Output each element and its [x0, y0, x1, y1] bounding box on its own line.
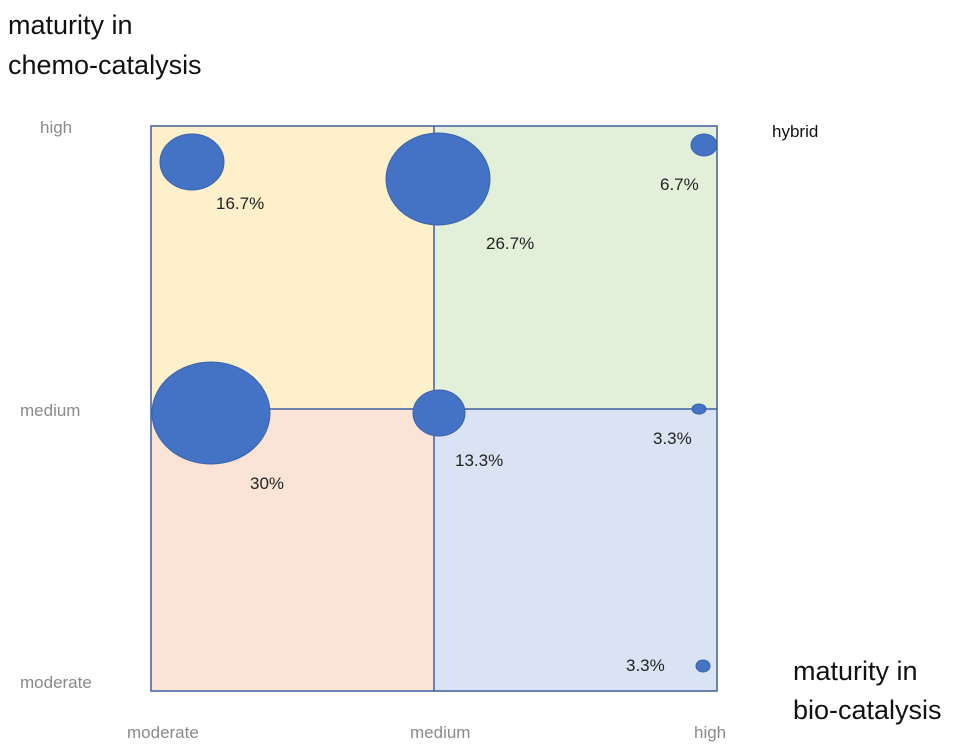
label-6-7: 6.7%	[660, 175, 699, 194]
label-3-3-medium: 3.3%	[653, 429, 692, 448]
label-3-3-moderate: 3.3%	[626, 656, 665, 675]
label-26-7: 26.7%	[486, 234, 534, 253]
bubble-30	[151, 361, 271, 465]
label-13-3: 13.3%	[455, 451, 503, 470]
label-16-7: 16.7%	[216, 194, 264, 213]
x-axis-title-line-2: bio-catalysis	[793, 695, 942, 725]
y-tick-high: high	[40, 118, 72, 137]
bubble-13-3	[412, 389, 466, 437]
x-tick-moderate: moderate	[127, 723, 199, 742]
hybrid-label: hybrid	[772, 122, 818, 141]
x-tick-high: high	[694, 723, 726, 742]
bubble-26-7	[385, 132, 491, 226]
bubble-16-7	[159, 133, 225, 191]
x-tick-medium: medium	[410, 723, 470, 742]
bubble-3-3-moderate	[695, 659, 711, 673]
y-tick-moderate: moderate	[20, 673, 92, 692]
x-axis-title-line-1: maturity in	[793, 656, 918, 686]
label-30: 30%	[250, 474, 284, 493]
bubble-6-7-top	[690, 133, 718, 157]
bubble-3-3-medium	[691, 403, 707, 415]
quadrant-bottom-right	[434, 409, 717, 691]
y-axis-title-line-1: maturity in	[8, 10, 133, 40]
y-axis-title-line-2: chemo-catalysis	[8, 50, 202, 80]
y-tick-medium: medium	[20, 401, 80, 420]
